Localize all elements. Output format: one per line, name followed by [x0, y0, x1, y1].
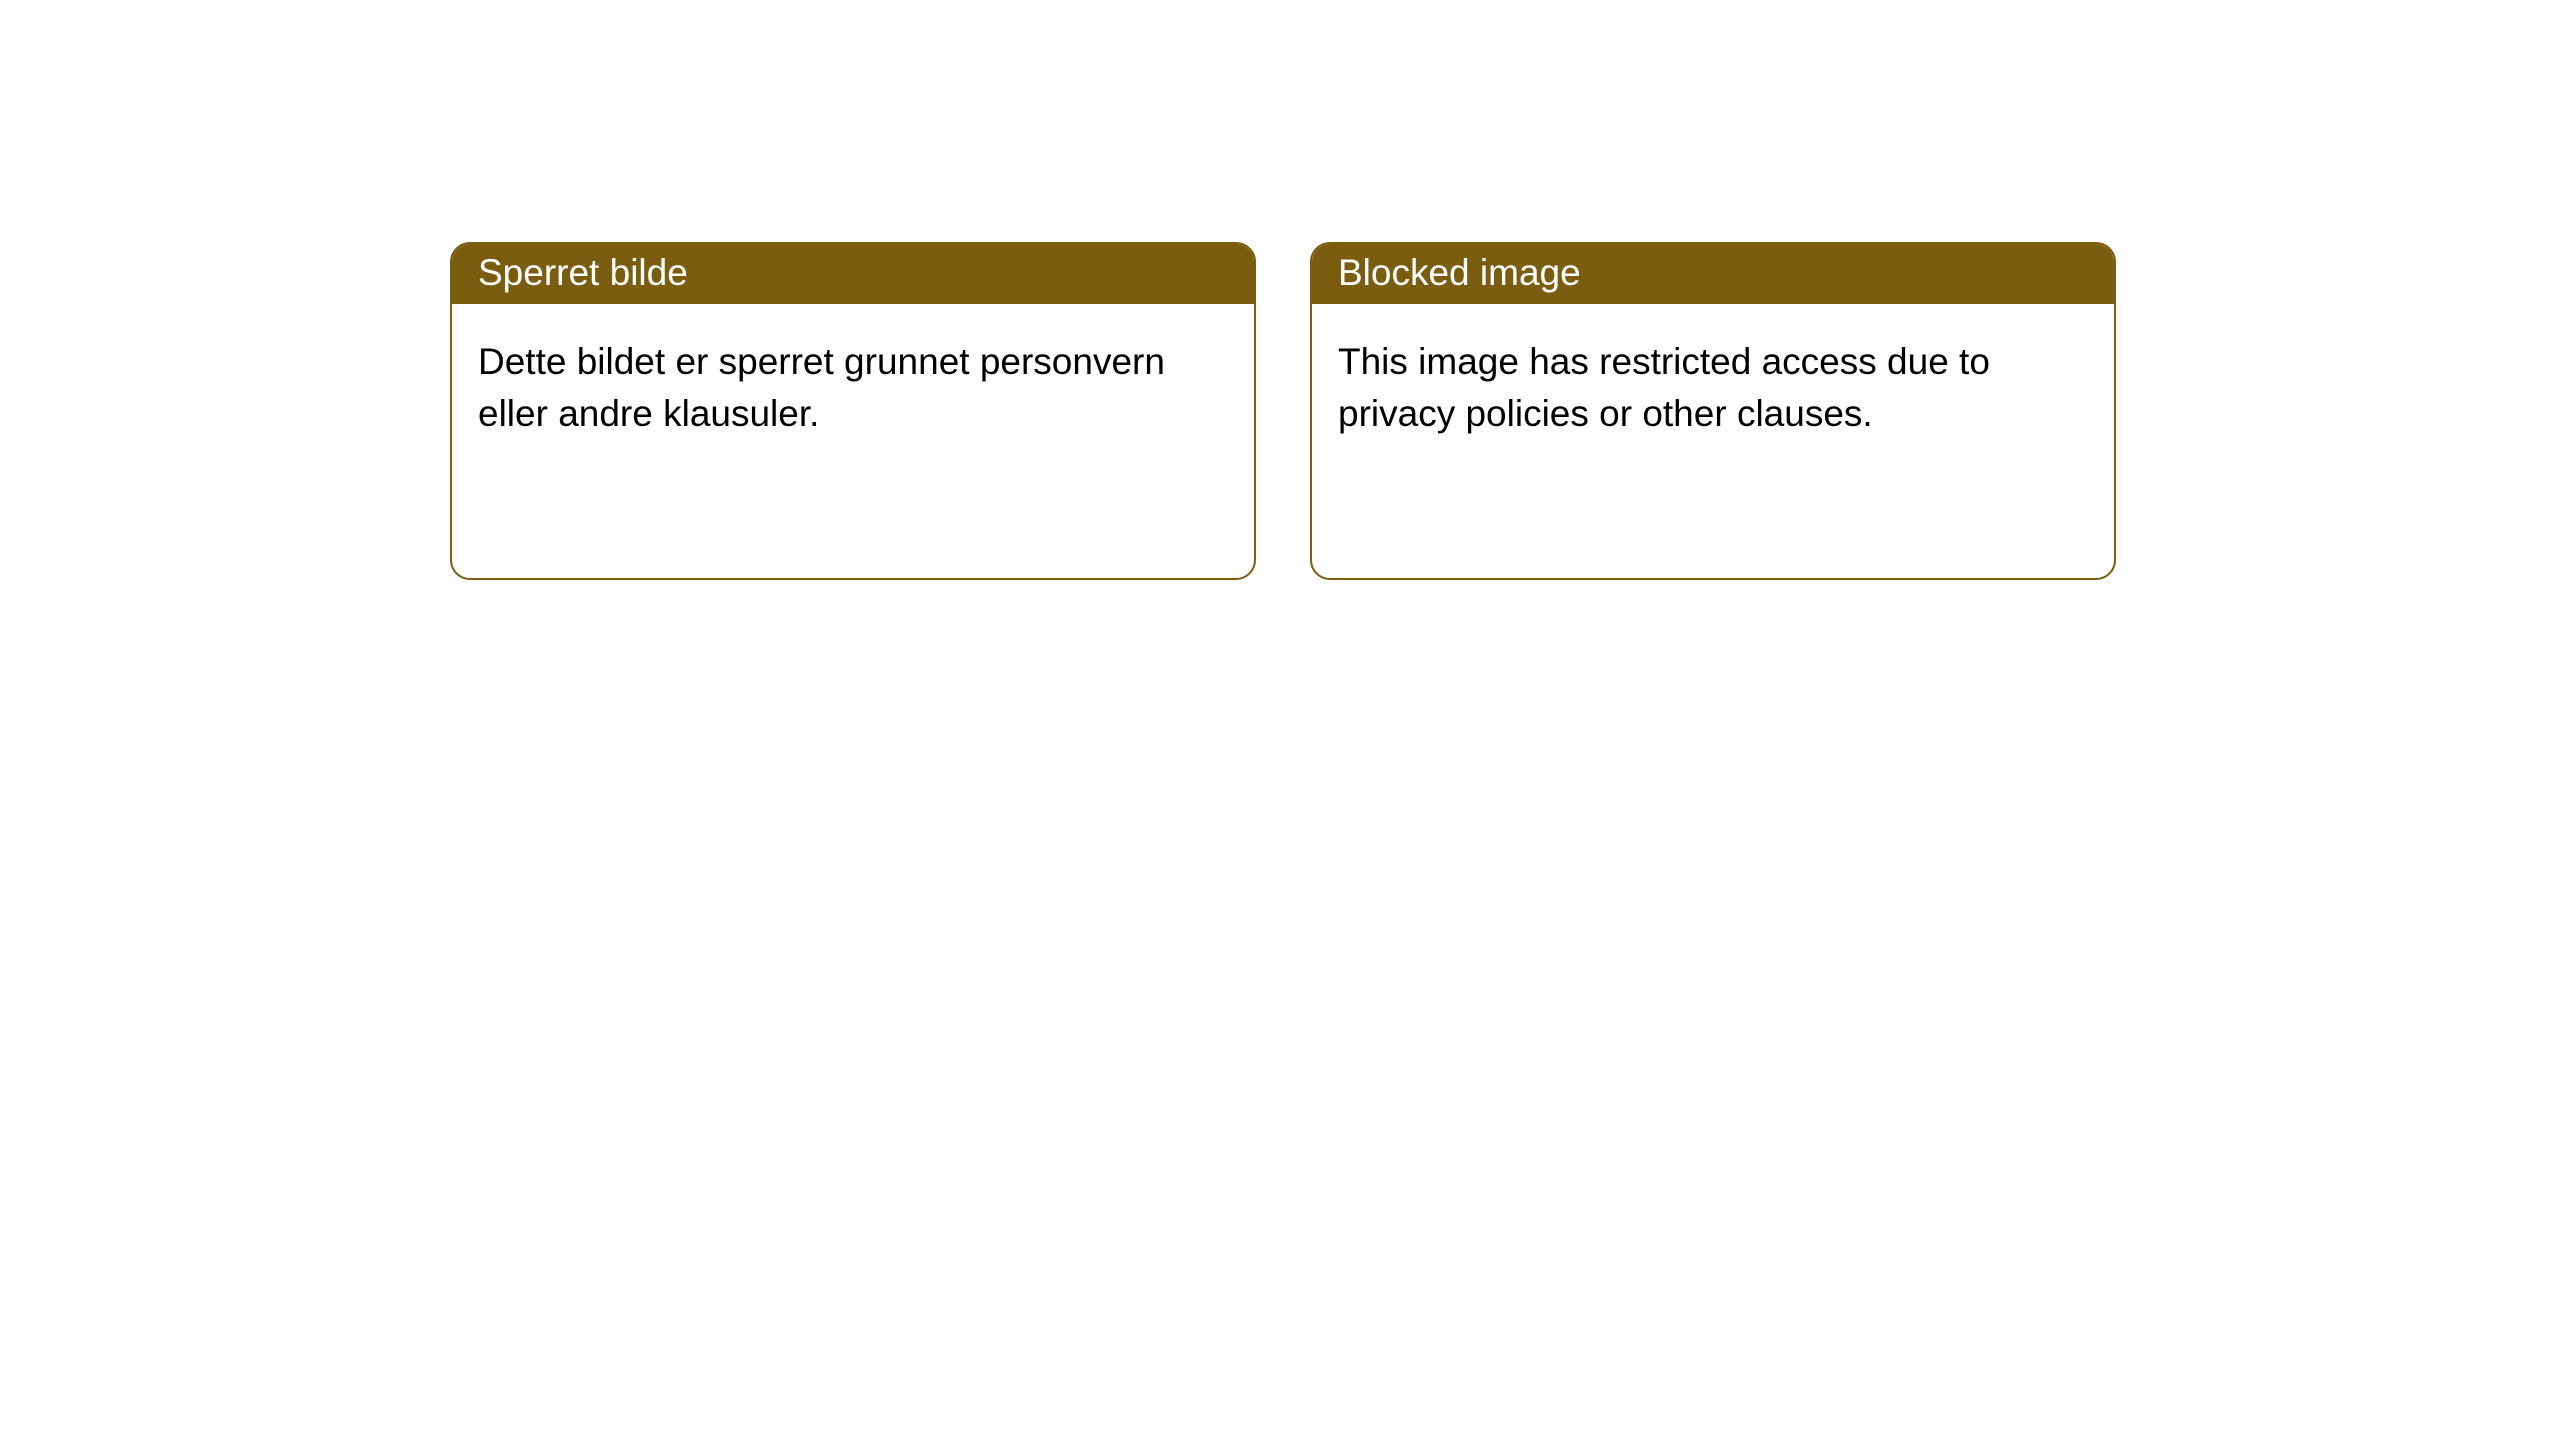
notice-card-english: Blocked image This image has restricted … [1310, 242, 2116, 580]
notice-card-norwegian: Sperret bilde Dette bildet er sperret gr… [450, 242, 1256, 580]
card-body-text: Dette bildet er sperret grunnet personve… [452, 304, 1254, 472]
card-title: Blocked image [1312, 244, 2114, 304]
card-body-text: This image has restricted access due to … [1312, 304, 2114, 472]
card-title: Sperret bilde [452, 244, 1254, 304]
notice-cards-container: Sperret bilde Dette bildet er sperret gr… [450, 242, 2560, 580]
